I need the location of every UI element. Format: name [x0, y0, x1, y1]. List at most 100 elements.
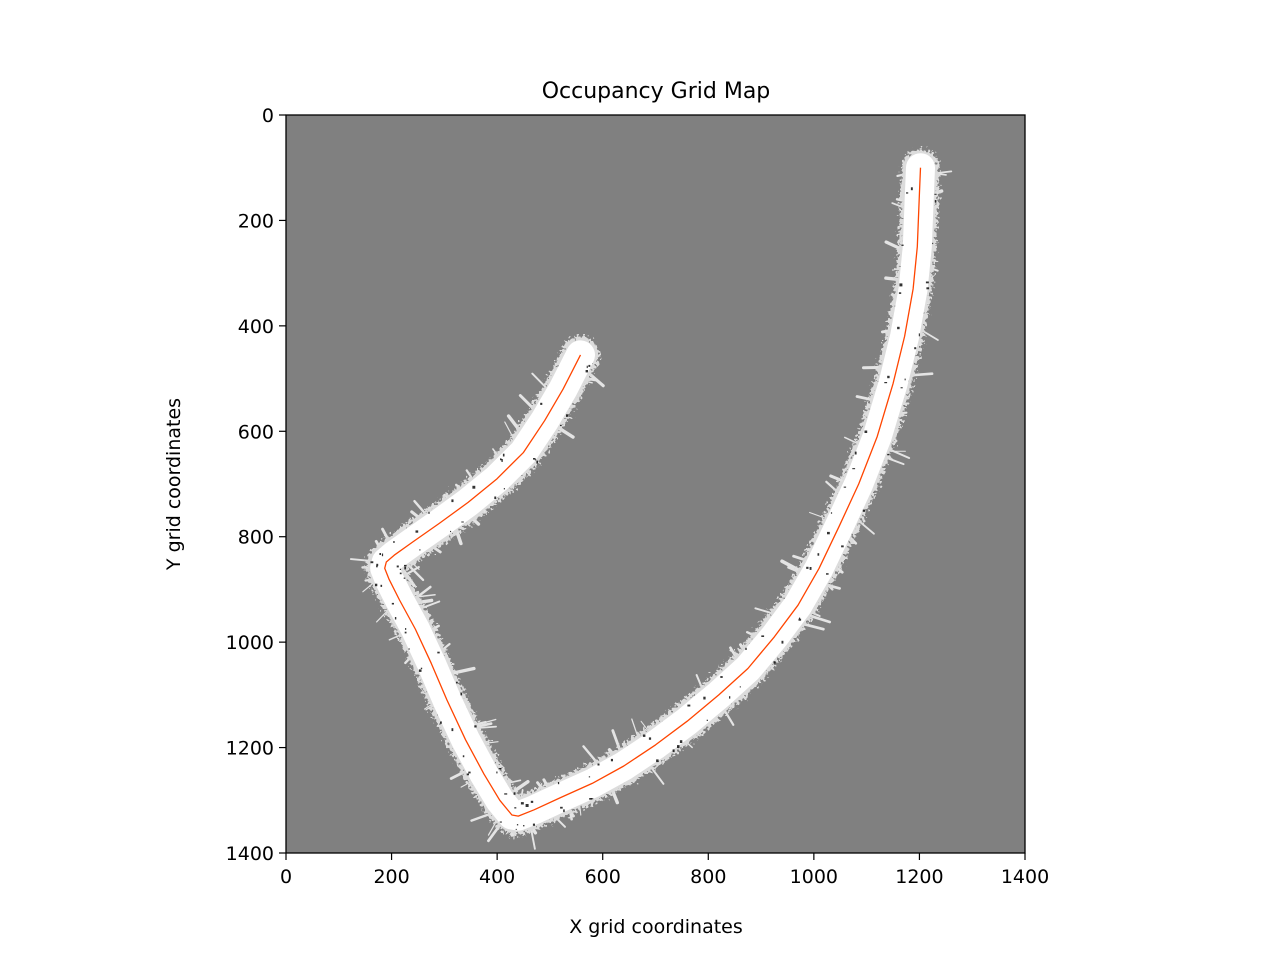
x-tick-label: 200	[373, 866, 409, 888]
occupied-cell	[382, 554, 383, 557]
occupied-cell	[611, 759, 613, 761]
occupied-cell	[404, 565, 407, 566]
occupied-cell	[826, 573, 829, 575]
occupied-cell	[687, 705, 690, 707]
occupied-cell	[911, 187, 913, 190]
x-tick-label: 0	[280, 866, 292, 888]
occupied-cell	[404, 578, 406, 579]
y-tick-label: 0	[262, 105, 274, 127]
occupied-cell	[514, 807, 516, 808]
x-tick-label: 1400	[1001, 866, 1049, 888]
occupied-cell	[831, 512, 832, 513]
occupied-cell	[461, 693, 463, 696]
occupied-cell	[400, 573, 402, 575]
occupied-cell	[536, 461, 538, 464]
x-axis-label: X grid coordinates	[569, 916, 743, 938]
occupied-cell	[588, 365, 590, 367]
occupied-cell	[589, 776, 590, 777]
occupied-cell	[395, 617, 396, 620]
occupied-cell	[381, 585, 383, 587]
occupied-cell	[589, 798, 592, 800]
occupied-cell	[586, 370, 588, 372]
occupied-cell	[440, 721, 442, 723]
occupied-cell	[806, 567, 808, 569]
occupied-cell	[408, 649, 410, 650]
occupied-cell	[863, 510, 865, 512]
occupied-cell	[643, 735, 646, 737]
y-tick-label: 800	[238, 527, 274, 549]
occupied-cell	[677, 745, 680, 748]
occupied-cell	[517, 824, 518, 825]
occupied-cell	[533, 458, 536, 460]
occupied-cell	[865, 431, 868, 434]
occupied-cell	[421, 668, 422, 669]
occupied-cell	[533, 824, 535, 826]
occupied-cell	[899, 292, 901, 294]
occupied-cell	[926, 287, 929, 289]
occupied-cell	[376, 566, 378, 568]
occupied-cell	[523, 825, 524, 826]
occupied-cell	[392, 603, 394, 605]
occupied-cell	[887, 376, 889, 378]
occupied-cell	[376, 564, 378, 566]
occupied-cell	[887, 454, 889, 455]
occupied-cell	[935, 200, 937, 202]
occupied-cell	[884, 382, 887, 383]
occupied-cell	[703, 697, 705, 700]
occupied-cell	[451, 499, 453, 502]
occupied-cell	[531, 801, 533, 803]
occupied-cell	[587, 366, 588, 368]
occupied-cell	[405, 632, 407, 634]
occupied-cell	[649, 737, 651, 739]
occupied-cell	[379, 553, 381, 555]
x-tick-label: 600	[585, 866, 621, 888]
occupied-cell	[901, 387, 903, 388]
occupied-cell	[558, 782, 559, 784]
y-tick-label: 1000	[226, 632, 274, 654]
occupied-cell	[897, 327, 900, 329]
occupied-cell	[680, 740, 682, 743]
x-tick-label: 800	[690, 866, 726, 888]
occupied-cell	[782, 641, 784, 644]
occupied-cell	[504, 488, 505, 489]
occupied-cell	[827, 532, 830, 534]
occupied-cell	[472, 486, 475, 489]
occupied-cell	[841, 545, 844, 547]
occupied-cell	[456, 682, 458, 684]
occupied-cell	[496, 772, 497, 774]
occupied-cell	[810, 567, 812, 570]
occupied-cell	[450, 531, 451, 532]
y-tick-label: 1200	[226, 738, 274, 760]
occupied-cell	[500, 822, 502, 823]
occupied-cell	[452, 728, 454, 731]
occupied-cell	[740, 686, 741, 687]
occupied-cell	[905, 379, 906, 381]
occupied-cell	[729, 696, 730, 698]
occupied-cell	[393, 541, 394, 543]
occupied-cell	[419, 549, 420, 550]
occupied-cell	[461, 522, 464, 523]
y-tick-label: 400	[238, 316, 274, 338]
occupied-cell	[799, 619, 802, 621]
occupied-cell	[566, 414, 568, 417]
occupied-cell	[371, 561, 374, 563]
occupied-cell	[901, 245, 903, 246]
x-tick-label: 400	[479, 866, 515, 888]
occupied-cell	[501, 459, 502, 462]
occupied-cell	[926, 282, 929, 284]
occupied-cell	[914, 347, 916, 349]
occupied-cell	[560, 425, 562, 426]
occupied-cell	[397, 566, 399, 568]
occupied-cell	[844, 487, 846, 488]
occupied-cell	[761, 635, 764, 637]
occupied-cell	[720, 676, 722, 678]
occupied-cell	[500, 458, 502, 460]
occupied-cell	[560, 807, 563, 809]
occupied-cell	[818, 553, 820, 556]
occupied-cell	[598, 764, 600, 766]
occupied-cell	[563, 809, 565, 812]
y-tick-label: 200	[238, 210, 274, 232]
